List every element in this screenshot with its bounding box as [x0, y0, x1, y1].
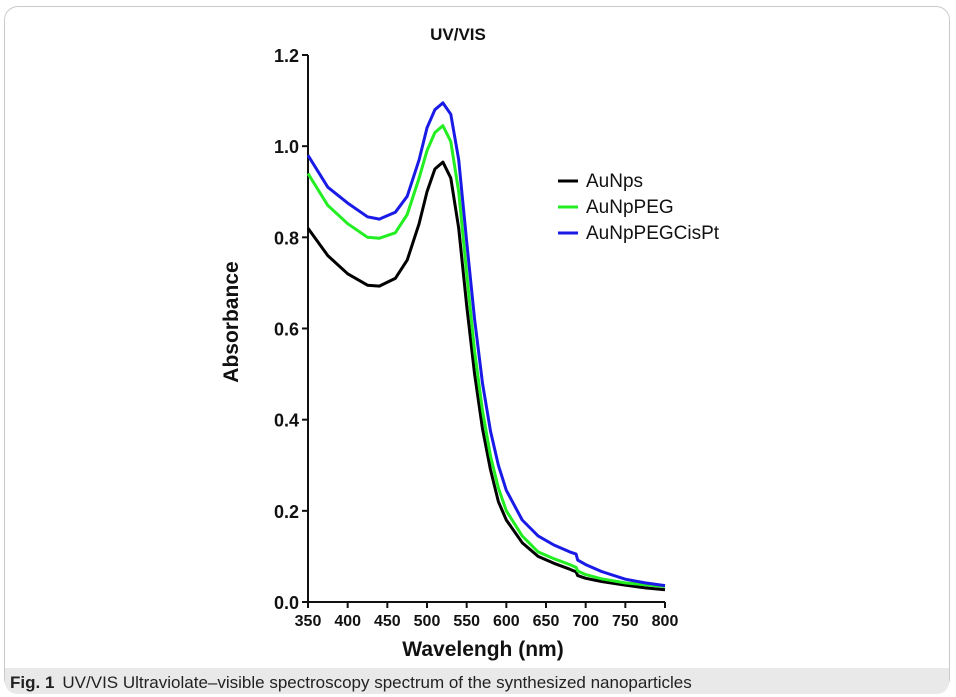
y-axis-label: Absorbance: [220, 261, 243, 382]
figure-caption: Fig. 1 UV/VIS Ultraviolate–visible spectr…: [10, 672, 950, 694]
y-tick-label: 0.2: [274, 502, 299, 522]
x-tick-label: 800: [652, 613, 679, 630]
legend-label: AuNps: [586, 171, 643, 192]
series-layer: [306, 101, 666, 592]
x-tick-label: 700: [572, 613, 599, 630]
series-line-aunppegcispt: [306, 101, 666, 588]
x-tick-label: 550: [453, 613, 480, 630]
y-tick-label: 1.0: [274, 137, 299, 157]
figure-label: Fig. 1: [10, 673, 55, 692]
x-tick-label: 500: [414, 613, 441, 630]
series-line-aunps: [306, 160, 666, 592]
y-tick-label: 0.4: [274, 411, 299, 431]
y-tick-label: 0.8: [274, 228, 299, 248]
legend: AuNps AuNpPEG AuNpPEGCisPt: [558, 171, 720, 244]
chart-title: UV/VIS: [430, 25, 486, 44]
x-axis-label: Wavelengh (nm): [402, 638, 563, 661]
y-tick-label: 1.2: [274, 46, 299, 66]
x-tick-label: 350: [295, 613, 322, 630]
x-tick-label: 450: [374, 613, 401, 630]
x-tick-label: 600: [493, 613, 520, 630]
y-tick-label: 0.6: [274, 320, 299, 340]
axes: 0.0 0.2 0.4 0.6 0.8 1.0 1.2 350 400 450 500 550 600 6…: [274, 46, 678, 630]
x-tick-label: 400: [334, 613, 361, 630]
legend-label: AuNpPEG: [586, 197, 674, 218]
legend-label: AuNpPEGCisPt: [586, 223, 720, 244]
x-tick-label: 650: [533, 613, 560, 630]
x-tick-label: 750: [612, 613, 639, 630]
series-line-aunppeg: [306, 124, 666, 588]
caption-background: [5, 668, 949, 694]
caption-text: UV/VIS Ultraviolate–visible spectroscopy…: [62, 673, 692, 692]
y-tick-label: 0.0: [274, 593, 299, 613]
